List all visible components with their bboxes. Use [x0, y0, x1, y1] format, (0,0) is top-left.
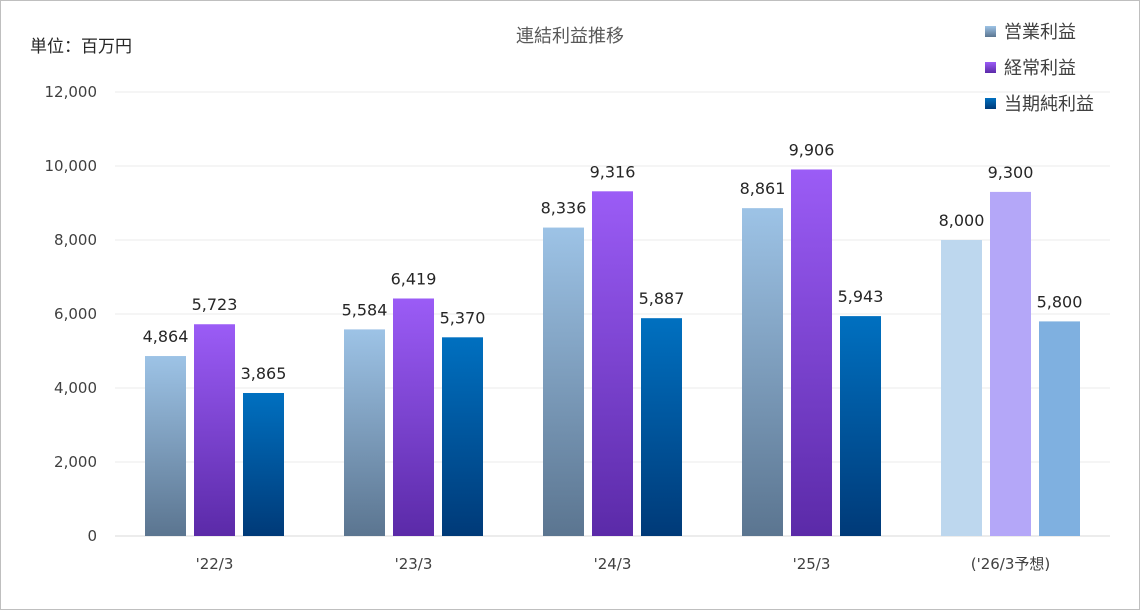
x-axis-categories: '22/3 '23/3 '24/3 '25/3 ('26/3予想) [196, 555, 1051, 573]
x-tick-label: '22/3 [196, 555, 234, 573]
data-label: 8,000 [939, 211, 985, 230]
bar [1039, 321, 1080, 536]
bar [442, 337, 483, 536]
bars [145, 169, 1080, 537]
bar [243, 392, 284, 536]
bar [791, 169, 832, 536]
x-tick-label: '24/3 [594, 555, 632, 573]
data-label: 9,300 [988, 163, 1034, 182]
bar [344, 329, 385, 536]
legend-label: 営業利益 [1004, 22, 1076, 43]
bar [742, 208, 783, 536]
bar [194, 324, 235, 536]
data-label: 6,419 [391, 269, 437, 288]
legend-swatch [985, 98, 996, 109]
data-label: 9,906 [789, 140, 835, 159]
y-tick-label: 4,000 [54, 379, 97, 397]
data-label: 4,864 [143, 327, 189, 346]
legend-swatch [985, 62, 996, 73]
bar [641, 318, 682, 536]
bar [990, 191, 1031, 536]
y-axis-ticks: 0 2,000 4,000 6,000 8,000 10,000 12,000 [45, 83, 98, 545]
data-label: 5,943 [838, 287, 884, 306]
data-label: 5,370 [440, 308, 486, 327]
chart-title: 連結利益推移 [516, 26, 624, 47]
x-tick-label: '23/3 [395, 555, 433, 573]
data-label: 5,584 [342, 300, 388, 319]
bar [393, 298, 434, 536]
bar [145, 356, 186, 536]
x-tick-label: '25/3 [793, 555, 831, 573]
y-tick-label: 8,000 [54, 231, 97, 249]
data-label: 9,316 [590, 162, 636, 181]
data-label: 5,800 [1037, 292, 1083, 311]
data-label: 3,865 [241, 364, 287, 383]
data-label: 8,861 [740, 179, 786, 198]
y-tick-label: 0 [87, 527, 97, 545]
bar [941, 240, 982, 536]
data-label: 5,723 [192, 295, 238, 314]
bar [592, 191, 633, 537]
y-tick-label: 12,000 [45, 83, 98, 101]
y-tick-label: 10,000 [45, 157, 98, 175]
y-tick-label: 2,000 [54, 453, 97, 471]
unit-label: 単位：百万円 [30, 37, 132, 57]
legend-swatch [985, 26, 996, 37]
y-tick-label: 6,000 [54, 305, 97, 323]
legend-label: 経常利益 [1004, 58, 1076, 79]
data-label: 8,336 [541, 199, 587, 218]
x-tick-label: ('26/3予想) [971, 555, 1051, 573]
bar [543, 227, 584, 536]
legend-label: 当期純利益 [1004, 94, 1094, 115]
data-label: 5,887 [639, 289, 685, 308]
bar [840, 316, 881, 536]
